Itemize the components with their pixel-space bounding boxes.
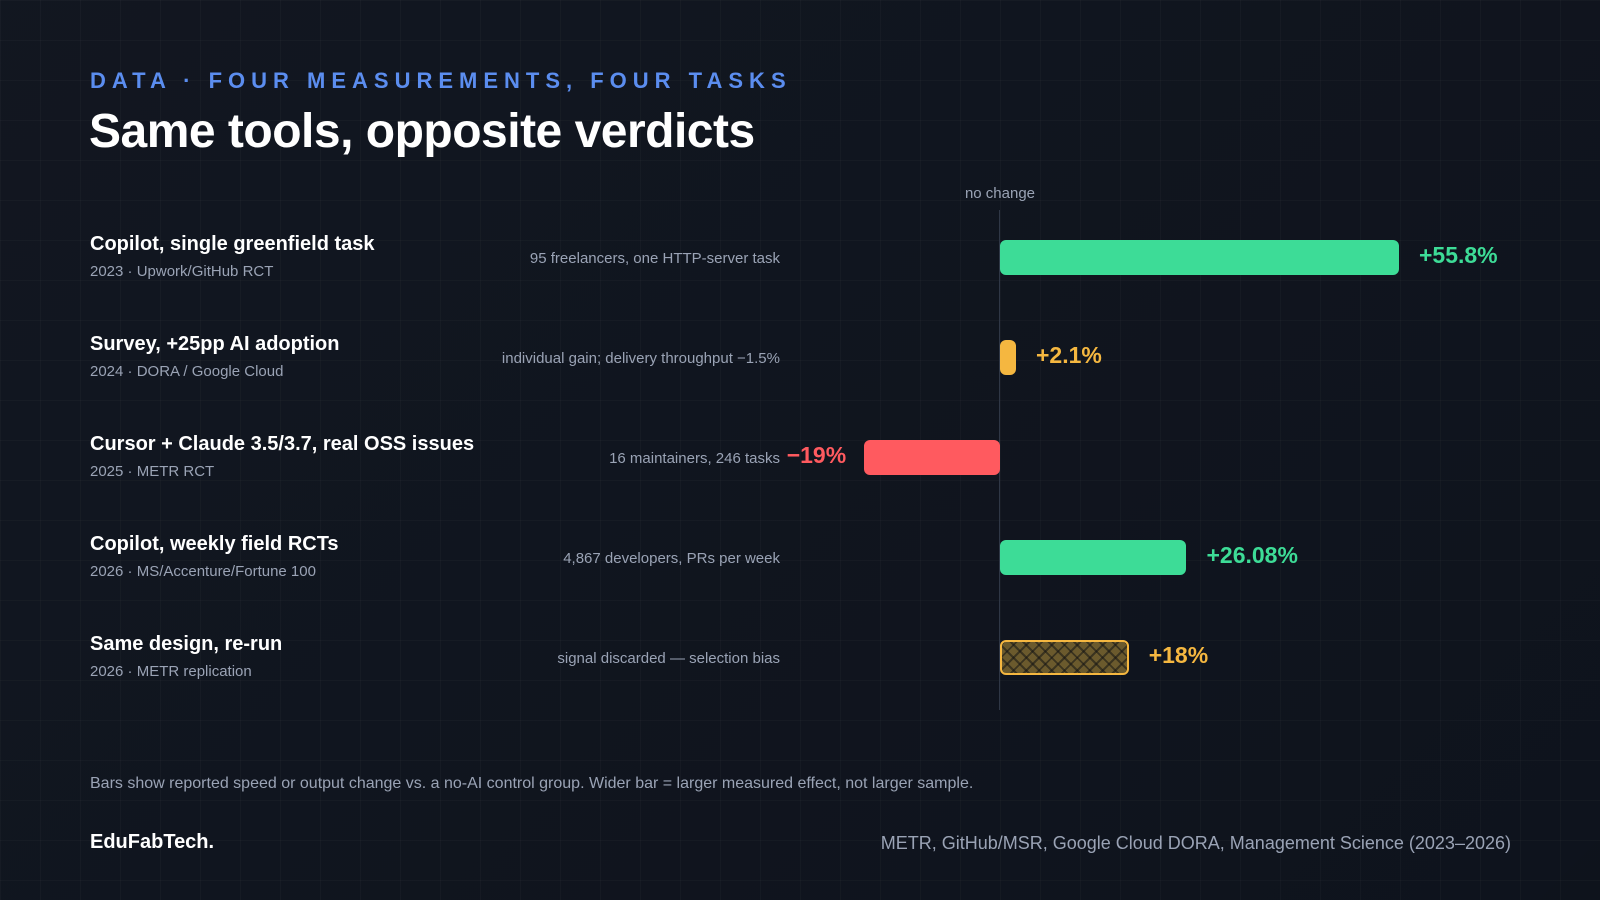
row-note: 16 maintainers, 246 tasks [609, 450, 780, 467]
row-note: individual gain; delivery throughput −1.… [501, 350, 780, 367]
row-title: Survey, +25pp AI adoption [90, 333, 340, 355]
value-bar [864, 440, 1000, 475]
chart-row: Survey, +25pp AI adoption 2024 · DORA / G… [0, 333, 1600, 403]
row-meta: 2026 · METR replication [90, 663, 252, 680]
value-label: +26.08% [1206, 542, 1298, 568]
row-meta: 2026 · MS/Accenture/Fortune 100 [90, 563, 316, 580]
value-bar [1000, 640, 1129, 675]
value-label: +18% [1148, 642, 1209, 668]
value-label: −19% [786, 442, 847, 468]
brand-logo: EduFabTech. [90, 831, 215, 853]
row-title: Copilot, weekly field RCTs [90, 533, 339, 555]
chart-row: Copilot, weekly field RCTs 2026 · MS/Acce… [0, 533, 1600, 603]
chart-footnote: Bars show reported speed or output chang… [90, 775, 974, 792]
row-title: Copilot, single greenfield task [90, 233, 375, 255]
value-bar [1000, 340, 1016, 375]
value-label: +55.8% [1418, 242, 1498, 268]
row-note: 4,867 developers, PRs per week [563, 550, 780, 567]
value-bar [1000, 540, 1187, 575]
row-note: 95 freelancers, one HTTP-server task [529, 250, 780, 267]
value-label: +2.1% [1036, 342, 1102, 368]
row-title: Same design, re-run [90, 633, 283, 655]
zero-axis-label: no change [964, 185, 1036, 202]
chart-row: Same design, re-run 2026 · METR replicati… [0, 633, 1600, 703]
chart-row: Cursor + Claude 3.5/3.7, real OSS issues… [0, 433, 1600, 503]
row-meta: 2025 · METR RCT [90, 463, 215, 480]
row-meta: 2023 · Upwork/GitHub RCT [90, 263, 274, 280]
row-note: signal discarded — selection bias [557, 650, 780, 667]
row-title: Cursor + Claude 3.5/3.7, real OSS issues [90, 433, 475, 455]
sources-credit: METR, GitHub/MSR, Google Cloud DORA, Man… [880, 833, 1511, 853]
chart-row: Copilot, single greenfield task 2023 · Up… [0, 233, 1600, 303]
row-meta: 2024 · DORA / Google Cloud [90, 363, 284, 380]
page-title: Same tools, opposite verdicts [89, 105, 755, 158]
value-bar [1000, 240, 1399, 275]
section-kicker: DATA · FOUR MEASUREMENTS, FOUR TASKS [90, 68, 792, 93]
